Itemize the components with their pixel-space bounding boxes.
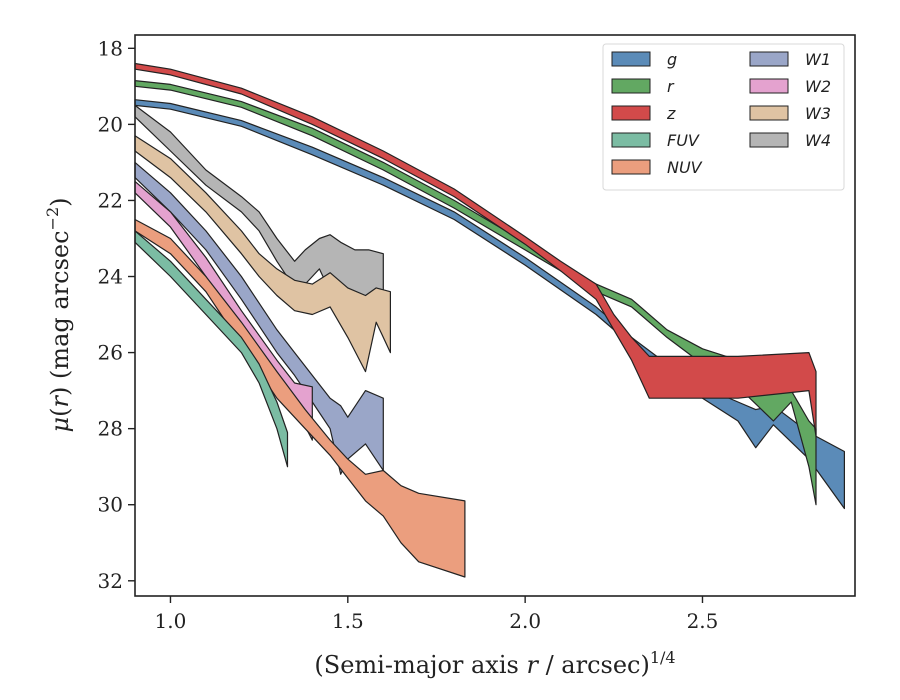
ticks-layer: 1.0 1.5 2.0 2.5 18 20 22 24 26 28 30 32: [98, 36, 719, 633]
y-tick-label: 22: [98, 188, 123, 212]
series-band-w3: [134, 135, 391, 373]
series-layer: [134, 62, 845, 578]
y-tick-label: 28: [98, 417, 123, 441]
series-band-fuv: [134, 230, 289, 468]
legend-label-fuv: FUV: [667, 131, 700, 150]
legend-label-w3: W3: [805, 104, 831, 123]
legend-label-w1: W1: [805, 50, 831, 69]
x-axis-label: (Semi-major axis r / arcsec)1/4: [314, 648, 675, 679]
series-band-g: [134, 99, 845, 510]
series-band-z: [134, 62, 817, 437]
y-tick-label: 20: [98, 112, 123, 136]
x-tick-label: 2.0: [509, 609, 541, 633]
legend-swatch-w3: [749, 105, 789, 121]
x-tick-label: 1.0: [155, 609, 187, 633]
legend-label-z: z: [666, 104, 676, 123]
y-tick-label: 24: [98, 265, 123, 289]
y-tick-label: 18: [98, 36, 123, 60]
y-axis-label: μ(r) (mag arcsec−2): [43, 197, 74, 432]
legend-swatch-w4: [749, 132, 789, 148]
legend: grz FUV NUV W1 W2 W3 W4: [602, 43, 845, 191]
x-tick-label: 2.5: [687, 609, 719, 633]
legend-swatch-fuv: [611, 132, 651, 148]
legend-swatch-nuv: [611, 159, 651, 175]
y-tick-label: 26: [98, 341, 123, 365]
y-tick-label: 30: [98, 493, 123, 517]
series-band-r: [134, 80, 817, 506]
legend-swatch-z: [611, 105, 651, 121]
series-band-w2: [134, 180, 313, 441]
x-tick-label: 1.5: [332, 609, 364, 633]
legend-label-g: g: [667, 50, 677, 69]
legend-swatch-w1: [749, 51, 789, 67]
legend-swatch-g: [611, 51, 651, 67]
plot-frame: [134, 34, 856, 597]
legend-swatch-w2: [749, 78, 789, 94]
legend-label-w2: W2: [805, 77, 831, 96]
legend-swatch-r: [611, 78, 651, 94]
legend-label-nuv: NUV: [667, 158, 703, 177]
y-tick-label: 32: [98, 569, 123, 593]
legend-label-w4: W4: [805, 131, 831, 150]
legend-label-r: r: [667, 77, 675, 96]
